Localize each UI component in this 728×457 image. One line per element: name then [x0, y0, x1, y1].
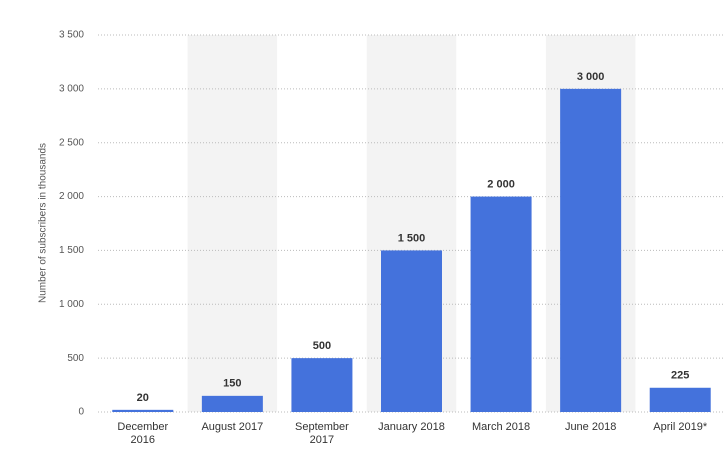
x-tick-label: September 2017	[295, 421, 349, 446]
y-tick-label: 1 500	[59, 245, 84, 256]
value-label: 20	[137, 392, 149, 404]
bar	[381, 250, 442, 412]
x-tick-label: December 2016	[117, 421, 169, 446]
y-tick-label: 1 000	[59, 299, 84, 310]
band-shade	[187, 35, 278, 412]
x-tick-label: August 2017	[201, 421, 264, 433]
value-label: 500	[313, 340, 331, 352]
y-axis-label: Number of subscribers in thousands	[38, 143, 49, 303]
y-tick-label: 2 000	[59, 191, 84, 202]
y-tick-label: 3 500	[59, 30, 84, 41]
value-label: 3 000	[577, 71, 605, 83]
bar	[201, 395, 263, 412]
x-tick-label: April 2019*	[653, 421, 708, 433]
x-tick-label: March 2018	[472, 421, 531, 433]
y-tick-label: 500	[67, 353, 84, 364]
x-tick-label: June 2018	[564, 421, 617, 433]
bar	[291, 358, 353, 412]
value-label: 225	[671, 370, 689, 382]
y-tick-label: 3 000	[59, 83, 84, 94]
bar	[649, 387, 711, 412]
bar	[112, 409, 174, 412]
bar	[560, 88, 622, 412]
y-tick-label: 0	[78, 407, 84, 418]
x-tick-label: January 2018	[378, 421, 445, 433]
bar	[470, 196, 532, 412]
value-label: 2 000	[487, 178, 515, 190]
y-tick-label: 2 500	[59, 137, 84, 148]
value-label: 1 500	[398, 232, 426, 244]
value-label: 150	[223, 378, 241, 390]
